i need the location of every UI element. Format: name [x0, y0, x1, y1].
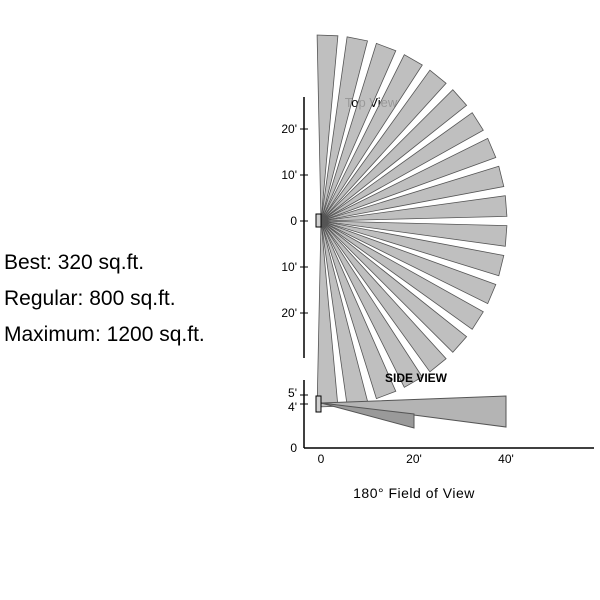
beam-zone [320, 137, 497, 222]
beam-zone [320, 69, 447, 222]
top-tick-label: 20' [281, 306, 297, 320]
top-view-tick-marks [300, 128, 308, 314]
field-of-view-caption: 180° Field of View [353, 485, 475, 501]
side-x-tick-label: 40' [498, 452, 514, 466]
side-beam-short [320, 402, 415, 429]
side-x-tick-label: 20' [406, 452, 422, 466]
beam-zone [316, 34, 339, 222]
top-tick-label: 10' [281, 168, 297, 182]
top-view: 20' 10' 0 10' 20' Top View [281, 34, 508, 408]
coverage-regular: Regular: 800 sq.ft. [4, 287, 176, 310]
beam-zone [320, 220, 505, 277]
beam-zone [320, 112, 484, 222]
side-x-tick-label: 0 [318, 452, 325, 466]
side-tick-label: 0 [290, 441, 297, 455]
beam-zone [320, 195, 508, 222]
side-tick-label: 4' [288, 400, 297, 414]
top-tick-label: 0 [290, 214, 297, 228]
top-tick-label: 10' [281, 260, 297, 274]
beam-zone [320, 54, 423, 222]
beam-fan [316, 34, 508, 408]
beam-zone [320, 220, 484, 330]
side-tick-label: 5' [288, 386, 297, 400]
coverage-best: Best: 320 sq.ft. [4, 251, 145, 274]
beam-zone [320, 36, 368, 222]
coverage-maximum: Maximum: 1200 sq.ft. [4, 323, 205, 346]
beam-zone [320, 220, 447, 373]
beam-zone [320, 42, 397, 222]
beam-zone [320, 220, 508, 247]
side-sensor-icon [315, 395, 322, 413]
top-tick-label: 20' [281, 122, 297, 136]
side-view: SIDE VIEW 5' 4' 0 0 20' 40' [288, 371, 594, 466]
beam-zone [320, 89, 468, 222]
beam-zone [320, 165, 505, 222]
sensor-icon [315, 213, 322, 228]
beam-zone [316, 220, 339, 408]
beam-zone [320, 220, 468, 353]
beam-zone [320, 220, 397, 400]
beam-zone [320, 220, 497, 305]
side-view-title: SIDE VIEW [385, 371, 448, 385]
beam-zone [320, 220, 423, 388]
